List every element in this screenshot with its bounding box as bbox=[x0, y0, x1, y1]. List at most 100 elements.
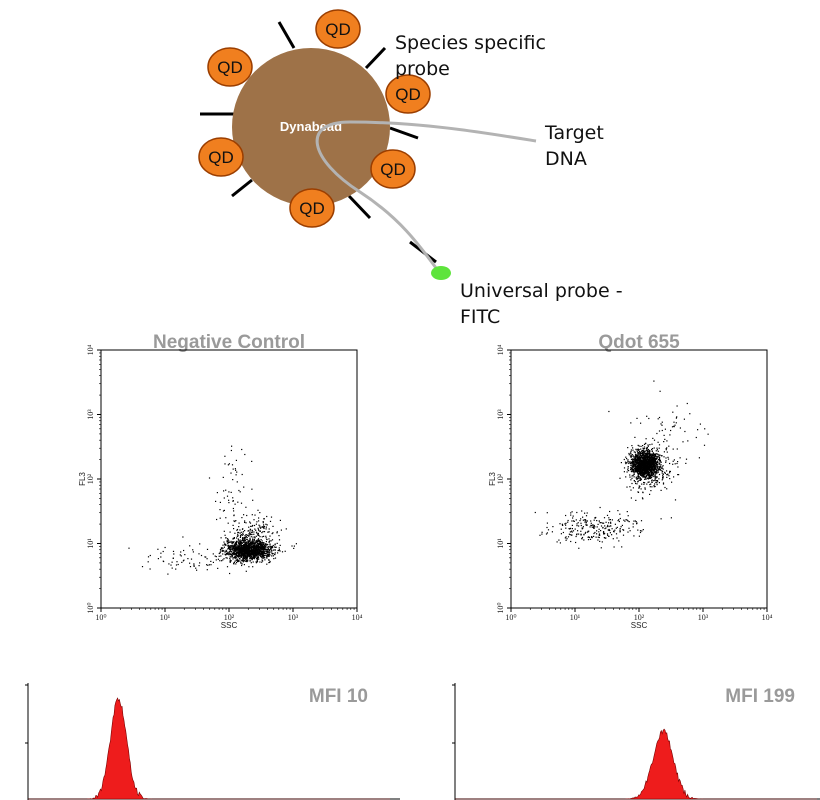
scatter-point bbox=[251, 557, 253, 559]
scatter-point bbox=[648, 460, 650, 462]
scatter-point bbox=[635, 458, 638, 460]
scatter-point bbox=[233, 544, 235, 546]
scatter-point bbox=[220, 548, 222, 550]
scatter-point bbox=[639, 464, 641, 466]
scatter-point bbox=[240, 549, 242, 551]
scatter-point bbox=[656, 465, 658, 467]
scatter-point bbox=[261, 561, 263, 563]
scatter-point bbox=[240, 542, 242, 544]
scatter-point bbox=[631, 475, 633, 477]
scatter-point bbox=[245, 559, 247, 561]
scatter-point bbox=[268, 528, 270, 530]
scatter-point bbox=[261, 555, 264, 557]
scatter-point bbox=[241, 556, 243, 558]
scatter-point bbox=[245, 544, 247, 546]
scatter-point bbox=[257, 548, 259, 550]
scatter-point bbox=[658, 447, 660, 449]
scatter-point bbox=[242, 532, 244, 534]
scatter-point bbox=[642, 453, 644, 455]
scatter-point bbox=[644, 469, 646, 471]
scatter-point bbox=[238, 560, 240, 562]
scatter-point bbox=[257, 546, 260, 548]
scatter-point bbox=[241, 548, 244, 550]
scatter-point bbox=[239, 542, 241, 544]
scatter-point bbox=[249, 538, 251, 540]
probe-stalk bbox=[364, 46, 387, 70]
scatter-point bbox=[241, 473, 243, 476]
scatter-point bbox=[256, 539, 258, 541]
scatter-point bbox=[233, 528, 235, 530]
scatter-point bbox=[262, 549, 264, 551]
scatter-point bbox=[245, 560, 247, 562]
scatter-point bbox=[254, 514, 256, 516]
scatter-point bbox=[643, 483, 645, 485]
scatter-point bbox=[646, 415, 648, 417]
scatter-point bbox=[609, 525, 611, 527]
scatter-point bbox=[641, 457, 644, 459]
scatter-point bbox=[265, 526, 267, 528]
scatter-point bbox=[238, 545, 240, 547]
scatter-point bbox=[633, 455, 635, 457]
scatter-point bbox=[285, 528, 287, 530]
scatter-point bbox=[662, 476, 664, 479]
scatter-point bbox=[262, 552, 264, 554]
scatter-point bbox=[650, 456, 652, 458]
scatter-point bbox=[587, 531, 589, 533]
scatter-point bbox=[254, 548, 257, 550]
scatter-point bbox=[219, 509, 221, 511]
scatter-point bbox=[632, 526, 634, 528]
scatter-point bbox=[147, 556, 150, 558]
scatter-point bbox=[237, 545, 239, 547]
scatter-point bbox=[274, 557, 277, 559]
scatter-point bbox=[639, 470, 642, 472]
scatter-point bbox=[238, 542, 240, 544]
scatter-point bbox=[635, 482, 637, 485]
scatter-point bbox=[583, 533, 585, 535]
scatter-point bbox=[195, 567, 197, 569]
scatter-point bbox=[246, 539, 249, 541]
scatter-point bbox=[560, 528, 562, 530]
scatter-point bbox=[262, 543, 264, 545]
scatter-point bbox=[653, 456, 655, 458]
scatter-point bbox=[237, 546, 239, 548]
scatter-point bbox=[236, 556, 238, 558]
scatter-point bbox=[658, 473, 661, 476]
scatter-point bbox=[247, 545, 249, 548]
scatter-point bbox=[271, 546, 273, 549]
scatter-point bbox=[238, 553, 240, 555]
scatter-point bbox=[251, 543, 253, 545]
scatter-point bbox=[248, 540, 250, 542]
scatter-point bbox=[600, 522, 602, 524]
scatter-point bbox=[253, 549, 255, 551]
scatter-point bbox=[652, 463, 654, 465]
scatter-point bbox=[242, 554, 244, 556]
scatter-point bbox=[591, 525, 593, 527]
scatter-point bbox=[576, 523, 578, 525]
scatter-point bbox=[707, 433, 709, 435]
scatter-point bbox=[247, 543, 249, 545]
quantum-dot-label: QD bbox=[380, 160, 406, 179]
scatter-point bbox=[228, 552, 230, 554]
scatter-point bbox=[650, 477, 652, 479]
scatter-point bbox=[266, 556, 268, 558]
scatter-point bbox=[252, 554, 254, 556]
scatter-point bbox=[219, 517, 221, 519]
scatter-point bbox=[618, 520, 620, 523]
scatter-point bbox=[640, 475, 643, 477]
scatter-point bbox=[237, 533, 239, 535]
scatter-point bbox=[653, 380, 655, 382]
scatter-point bbox=[204, 556, 206, 558]
scatter-point bbox=[636, 471, 638, 473]
scatter-point bbox=[253, 558, 256, 560]
scatter-point bbox=[642, 467, 644, 469]
scatter-point bbox=[659, 390, 661, 392]
scatter-point bbox=[250, 549, 252, 552]
scatter-point bbox=[227, 542, 229, 544]
scatter-point bbox=[261, 554, 264, 556]
scatter-point bbox=[254, 551, 257, 553]
scatter-point bbox=[253, 545, 255, 547]
scatter-point bbox=[236, 528, 239, 531]
scatter-point bbox=[222, 553, 224, 555]
scatter-point bbox=[636, 467, 638, 469]
scatter-point bbox=[261, 557, 263, 559]
